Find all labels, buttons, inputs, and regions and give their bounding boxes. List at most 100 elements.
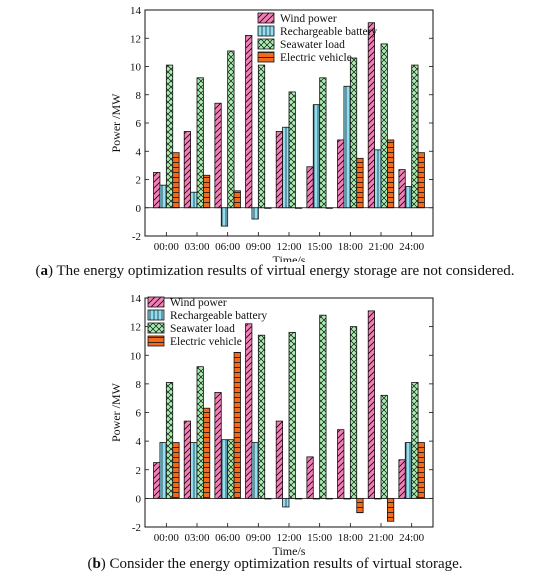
- bar-wind-power: [337, 429, 345, 499]
- legend-label: Rechargeable battery: [280, 26, 377, 38]
- x-tick-label: 18:00: [338, 241, 364, 253]
- legend-label: Electric vehicle: [280, 52, 352, 64]
- x-tick-label: 18:00: [338, 532, 364, 544]
- bar-electric-vehicle: [417, 442, 425, 499]
- caption-a-text: The energy optimization results of virtu…: [56, 263, 515, 279]
- y-tick-label: 2: [136, 175, 142, 187]
- bar-rechargeable-battery: [159, 184, 167, 209]
- x-tick-label: 06:00: [215, 241, 241, 253]
- x-axis-label: Time/s: [273, 253, 306, 262]
- bar-wind-power: [337, 139, 345, 209]
- bar-seawater-load: [349, 57, 358, 209]
- y-tick-label: 4: [136, 436, 142, 448]
- bar-wind-power: [183, 131, 191, 209]
- y-axis-label: Power /MW: [109, 93, 123, 153]
- x-tick-label: 00:00: [154, 241, 180, 253]
- bar-seawater-load: [196, 77, 204, 209]
- bar-seawater-load: [165, 382, 174, 499]
- bar-wind-power: [214, 102, 222, 209]
- bar-rechargeable-battery: [251, 442, 259, 499]
- x-tick-label: 03:00: [184, 241, 210, 253]
- bar-electric-vehicle: [325, 207, 333, 209]
- bar-seawater-load: [288, 331, 296, 499]
- bar-rechargeable-battery: [190, 442, 198, 499]
- bar-rechargeable-battery: [282, 497, 290, 508]
- x-tick-label: 12:00: [276, 532, 302, 544]
- bar-rechargeable-battery: [374, 497, 382, 500]
- bar-electric-vehicle: [356, 497, 364, 514]
- bar-seawater-load: [349, 326, 358, 499]
- x-tick-label: 24:00: [399, 532, 425, 544]
- bar-rechargeable-battery: [190, 191, 198, 209]
- bar-rechargeable-battery: [312, 497, 321, 500]
- x-tick-label: 03:00: [184, 532, 210, 544]
- legend-label: Rechargeable battery: [170, 310, 267, 322]
- bar-seawater-load: [257, 334, 266, 499]
- bar-electric-vehicle: [386, 139, 395, 209]
- x-axis-label: Time/s: [273, 544, 306, 555]
- y-tick-label: 10: [130, 62, 142, 74]
- bar-rechargeable-battery: [404, 442, 413, 499]
- bar-chart-a: -2 0 2 4 6 8 10 12 14 Power /MW 00:00 03:00 06:00 09:…: [109, 5, 434, 262]
- y-tick-label: 6: [136, 118, 142, 130]
- x-tick-label: 00:00: [154, 532, 180, 544]
- bar-wind-power: [367, 310, 376, 499]
- bar-seawater-load: [380, 394, 388, 499]
- y-tick-label: 2: [136, 465, 142, 477]
- bar-electric-vehicle: [202, 407, 211, 499]
- chart-panel-b: -2 0 2 4 6 8 10 12 14 Power /MW 00:00 03:00 06:00 09:…: [0, 290, 550, 583]
- bar-electric-vehicle: [233, 351, 241, 499]
- bar-wind-power: [214, 392, 222, 499]
- bar-rechargeable-battery: [220, 439, 229, 499]
- bar-wind-power: [398, 169, 406, 209]
- bar-electric-vehicle: [325, 497, 333, 500]
- caption-b-text: Consider the energy optimization results…: [109, 556, 463, 572]
- caption-b: (b) Consider the energy optimization res…: [87, 556, 463, 572]
- bar-chart-b: -2 0 2 4 6 8 10 12 14 Power /MW 00:00 03:00 06:00 09:…: [109, 293, 434, 555]
- bar-seawater-load: [411, 64, 419, 209]
- y-tick-label: 0: [136, 493, 142, 505]
- bar-wind-power: [275, 131, 284, 209]
- chart-panel-a: -2 0 2 4 6 8 10 12 14 Power /MW 00:00 03:00 06:00 09:…: [0, 0, 550, 290]
- y-tick-label: 8: [136, 379, 142, 391]
- bar-electric-vehicle: [264, 207, 272, 209]
- legend-swatch: [147, 335, 165, 347]
- bar-rechargeable-battery: [159, 442, 167, 499]
- bar-wind-power: [275, 420, 284, 499]
- legend-label: Seawater load: [170, 323, 235, 335]
- legend-swatch: [257, 38, 275, 50]
- caption-b-letter: b: [92, 556, 101, 572]
- legend-swatch: [147, 309, 165, 321]
- bar-wind-power: [153, 462, 161, 499]
- x-tick-label: 15:00: [307, 532, 333, 544]
- legend-swatch: [257, 51, 275, 63]
- bar-seawater-load: [165, 64, 174, 209]
- bar-electric-vehicle: [202, 174, 211, 209]
- legend-swatch: [257, 25, 275, 37]
- y-tick-label: 14: [130, 5, 142, 17]
- y-tick-label: 4: [136, 146, 142, 158]
- bar-electric-vehicle: [264, 497, 272, 500]
- bar-rechargeable-battery: [343, 85, 351, 209]
- bar-electric-vehicle: [172, 442, 180, 499]
- bar-electric-vehicle: [294, 207, 303, 209]
- y-tick-label: 0: [136, 203, 142, 215]
- bar-wind-power: [306, 456, 314, 499]
- bar-seawater-load: [319, 314, 327, 499]
- x-tick-label: 24:00: [399, 241, 425, 253]
- x-tick-label: 21:00: [368, 532, 394, 544]
- bar-rechargeable-battery: [343, 497, 351, 500]
- legend-label: Seawater load: [280, 39, 345, 51]
- legend-label: Wind power: [280, 13, 337, 25]
- y-axis-label: Power /MW: [109, 382, 123, 442]
- bar-electric-vehicle: [356, 157, 364, 209]
- x-tick-label: 09:00: [246, 241, 272, 253]
- legend-label: Electric vehicle: [170, 336, 242, 348]
- bar-seawater-load: [319, 77, 327, 209]
- legend-swatch: [257, 12, 275, 24]
- legend-swatch: [147, 296, 165, 308]
- bar-wind-power: [398, 459, 406, 499]
- bar-seawater-load: [227, 50, 235, 209]
- bar-electric-vehicle: [172, 152, 180, 209]
- bar-rechargeable-battery: [282, 126, 290, 209]
